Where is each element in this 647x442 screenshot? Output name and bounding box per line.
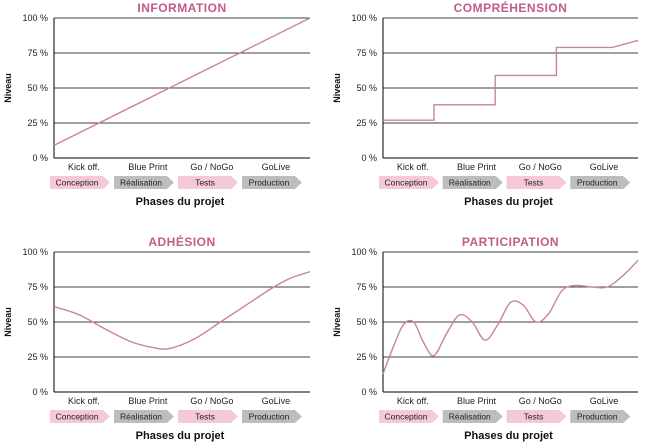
chart-panel-3: ADHÉSION 0 % 25 % 50 % 75 % 100 % Niveau Kick o… — [3, 234, 311, 442]
y-tick-label: 75 % — [27, 48, 48, 58]
phase-label: Production — [249, 178, 290, 188]
phase-arrow — [114, 410, 174, 423]
phase-arrow — [50, 410, 110, 423]
x-axis-label: Phases du projet — [464, 430, 553, 442]
phase-arrow — [114, 176, 174, 189]
y-tick-label: 75 % — [27, 282, 48, 292]
milestone-label: Blue Print — [457, 396, 497, 406]
phase-label: Conception — [384, 178, 427, 188]
phase-arrow — [379, 176, 439, 189]
phase-arrow — [442, 410, 503, 423]
chart-title: COMPRÉHENSION — [454, 0, 568, 15]
phase-arrow — [442, 176, 503, 189]
phase-arrow — [506, 176, 567, 189]
x-axis-label: Phases du projet — [136, 196, 225, 208]
phase-label: Réalisation — [449, 178, 491, 188]
milestone-label: Go / NoGo — [190, 162, 233, 172]
chart-title: INFORMATION — [137, 1, 226, 15]
series-line — [383, 39, 639, 121]
phase-label: Conception — [384, 412, 427, 422]
y-axis-label: Niveau — [3, 307, 13, 337]
phase-label: Réalisation — [449, 412, 491, 422]
y-axis-label: Niveau — [332, 73, 342, 103]
phase-label: Tests — [195, 412, 215, 422]
phase-label: Production — [577, 412, 618, 422]
series-line — [53, 270, 311, 350]
y-tick-label: 75 % — [356, 282, 377, 292]
chart-panel-4: PARTICIPATION 0 % 25 % 50 % 75 % 100 % Niveau K… — [332, 235, 639, 442]
milestone-label: Kick off. — [397, 396, 429, 406]
chart-panel-2: COMPRÉHENSION 0 % 25 % 50 % 75 % 100 % Niveau K… — [332, 0, 639, 208]
milestone-label: Go / NoGo — [519, 396, 562, 406]
phase-arrow — [50, 176, 110, 189]
y-tick-label: 0 % — [361, 153, 377, 163]
phase-arrow — [242, 410, 302, 423]
phase-arrow — [570, 176, 631, 189]
phase-label: Réalisation — [120, 412, 162, 422]
y-tick-label: 0 % — [32, 387, 48, 397]
y-tick-label: 100 % — [351, 13, 377, 23]
phase-label: Tests — [524, 178, 544, 188]
milestone-label: Go / NoGo — [519, 162, 562, 172]
milestone-label: Blue Print — [457, 162, 497, 172]
phase-arrow — [570, 410, 631, 423]
y-tick-label: 100 % — [22, 247, 48, 257]
y-tick-label: 0 % — [361, 387, 377, 397]
y-tick-label: 75 % — [356, 48, 377, 58]
phase-label: Tests — [524, 412, 544, 422]
milestone-label: Kick off. — [397, 162, 429, 172]
y-tick-label: 100 % — [351, 247, 377, 257]
milestone-label: GoLive — [262, 162, 291, 172]
y-tick-label: 25 % — [356, 118, 377, 128]
milestone-label: GoLive — [590, 162, 619, 172]
milestone-label: Kick off. — [68, 396, 100, 406]
phase-arrow — [506, 410, 567, 423]
x-axis-label: Phases du projet — [464, 196, 553, 208]
y-tick-label: 50 % — [27, 317, 48, 327]
milestone-label: GoLive — [590, 396, 619, 406]
phase-arrow — [178, 176, 238, 189]
y-axis-label: Niveau — [332, 307, 342, 337]
milestone-label: Blue Print — [128, 162, 168, 172]
y-tick-label: 0 % — [32, 153, 48, 163]
chart-title: PARTICIPATION — [462, 235, 559, 249]
x-axis-label: Phases du projet — [136, 430, 225, 442]
series-line — [53, 17, 311, 147]
chart-panel-1: INFORMATION 0 % 25 % 50 % 75 % 100 % Niveau Kic… — [3, 1, 311, 208]
milestone-label: GoLive — [262, 396, 291, 406]
y-tick-label: 50 % — [27, 83, 48, 93]
milestone-label: Kick off. — [68, 162, 100, 172]
milestone-label: Blue Print — [128, 396, 168, 406]
phase-label: Conception — [55, 178, 98, 188]
y-axis-label: Niveau — [3, 73, 13, 103]
milestone-label: Go / NoGo — [190, 396, 233, 406]
phase-label: Production — [249, 412, 290, 422]
phase-label: Production — [577, 178, 618, 188]
phase-label: Réalisation — [120, 178, 162, 188]
phase-arrow — [178, 410, 238, 423]
phase-arrow — [379, 410, 439, 423]
chart-title: ADHÉSION — [148, 234, 215, 249]
y-tick-label: 25 % — [27, 352, 48, 362]
phase-label: Tests — [195, 178, 215, 188]
y-tick-label: 100 % — [22, 13, 48, 23]
y-tick-label: 50 % — [356, 83, 377, 93]
y-tick-label: 50 % — [356, 317, 377, 327]
phase-arrow — [242, 176, 302, 189]
y-tick-label: 25 % — [27, 118, 48, 128]
phase-label: Conception — [55, 412, 98, 422]
y-tick-label: 25 % — [356, 352, 377, 362]
